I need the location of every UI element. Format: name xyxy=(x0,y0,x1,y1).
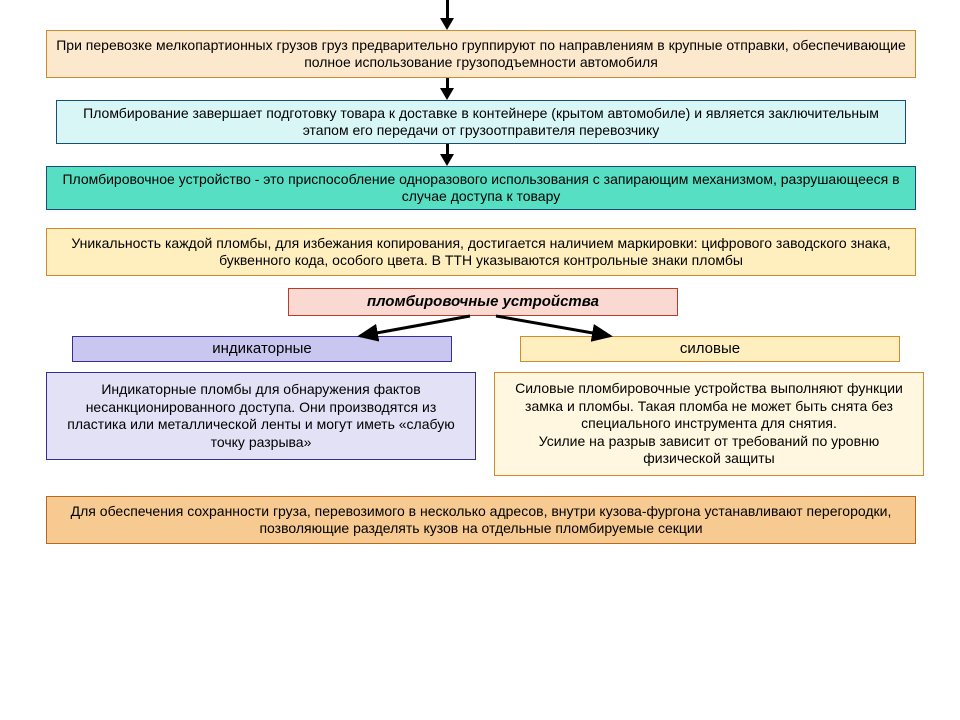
box-final: Для обеспечения сохранности груза, перев… xyxy=(46,496,916,544)
box-b1: При перевозке мелкопартионных грузов гру… xyxy=(46,30,916,78)
box-rightHead: силовые xyxy=(520,336,900,362)
box-title: пломбировочные устройства xyxy=(288,288,678,316)
box-leftBody: Индикаторные пломбы для обнаружения факт… xyxy=(46,372,476,460)
box-b4: Уникальность каждой пломбы, для избежани… xyxy=(46,228,916,276)
diagram-stage: При перевозке мелкопартионных грузов гру… xyxy=(0,0,960,720)
arrow-head-a2 xyxy=(440,154,454,166)
box-b3: Пломбировочное устройство - это приспосо… xyxy=(46,166,916,210)
box-b2: Пломбирование завершает подготовку товар… xyxy=(56,100,906,144)
arrow-head-a1 xyxy=(440,88,454,100)
arrow-line-a1 xyxy=(446,78,449,88)
arrow-line-a2 xyxy=(446,144,449,154)
arrow-line-a0 xyxy=(446,0,449,18)
box-leftHead: индикаторные xyxy=(72,336,452,362)
box-rightBody: Силовые пломбировочные устройства выполн… xyxy=(494,372,924,476)
arrow-head-a0 xyxy=(440,18,454,30)
